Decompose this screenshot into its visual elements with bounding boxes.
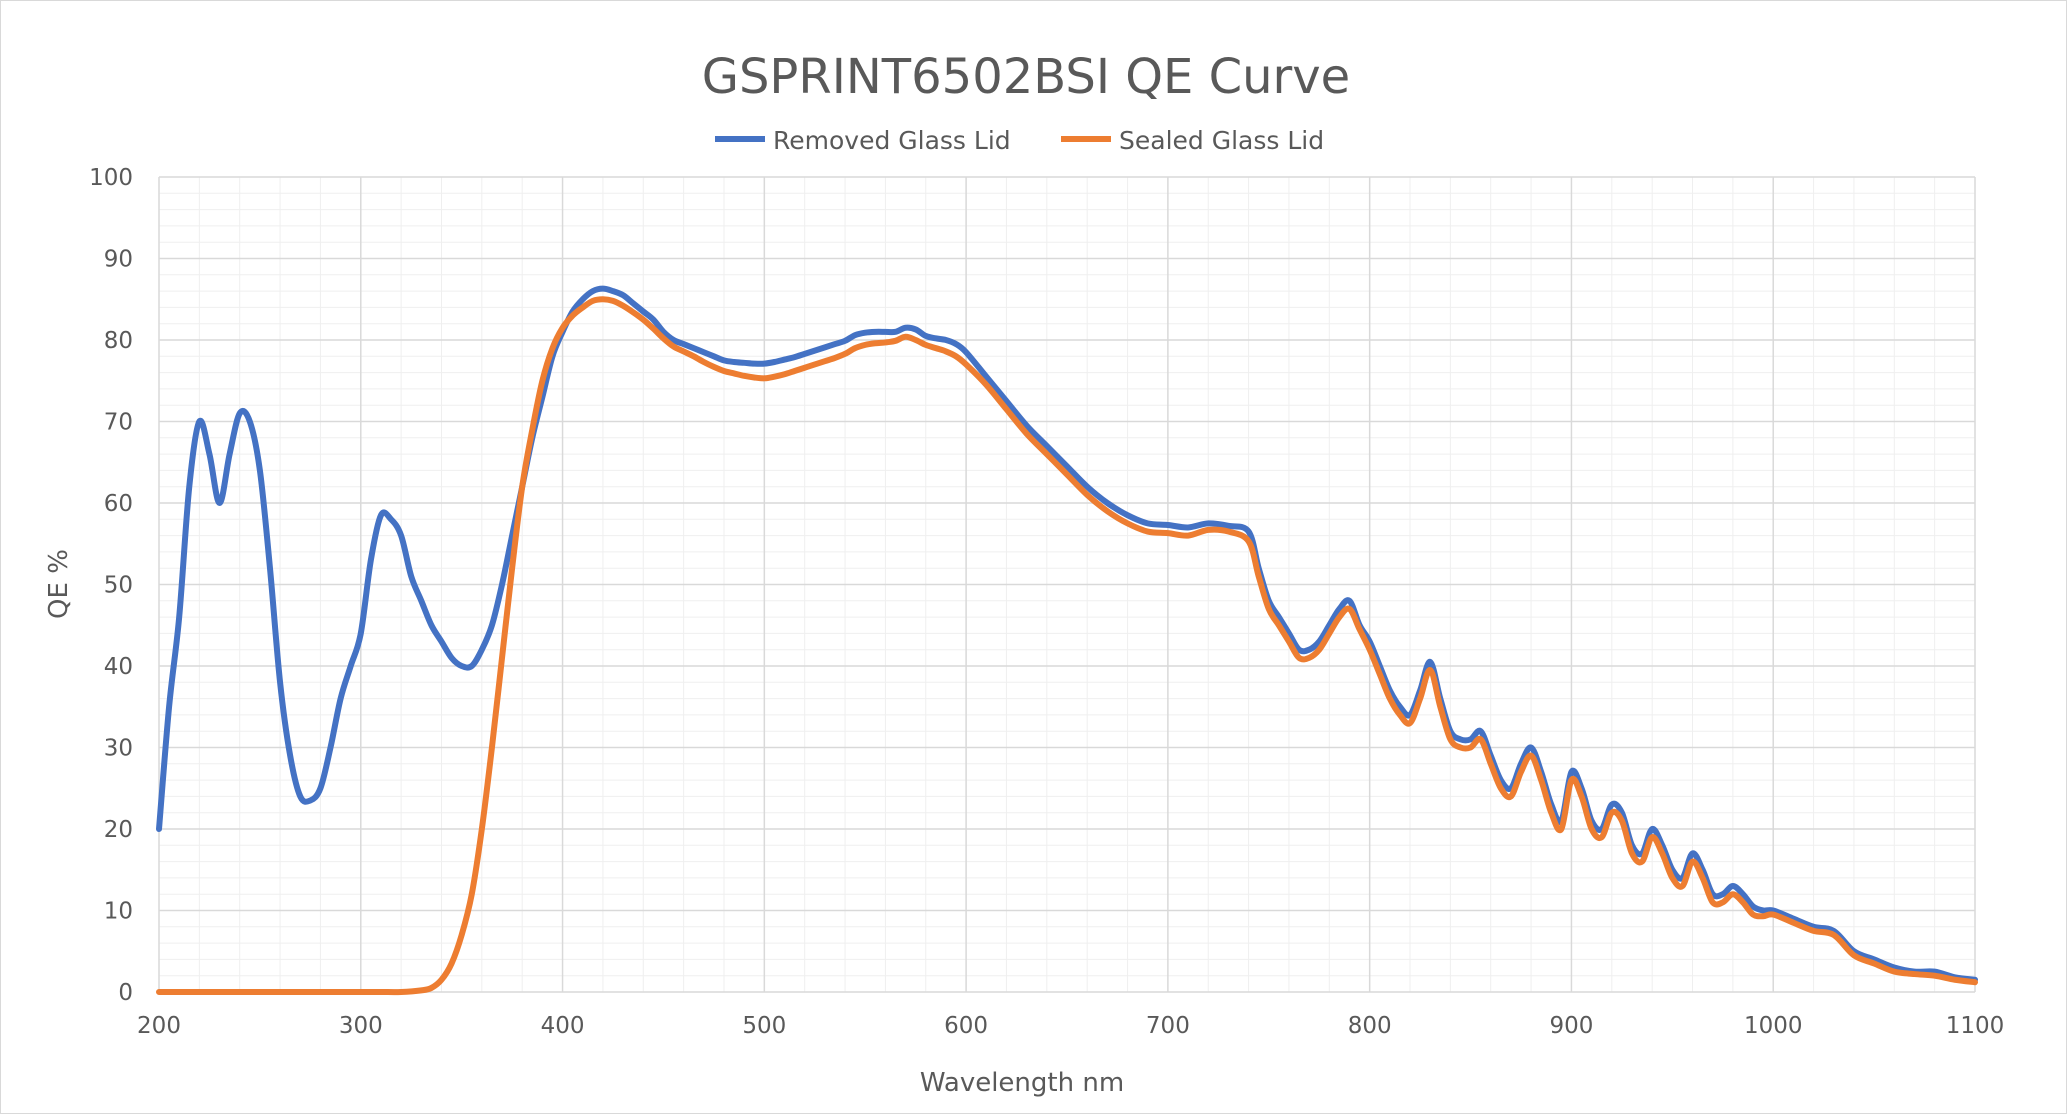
y-tick-label: 70 — [104, 410, 133, 436]
x-axis-label: Wavelength nm — [920, 1068, 1124, 1098]
series-lines — [156, 285, 1978, 996]
x-tick-label: 800 — [1348, 1013, 1392, 1039]
x-tick-label: 900 — [1549, 1013, 1593, 1039]
x-tick-label: 1100 — [1946, 1013, 2005, 1039]
y-axis-label: QE % — [44, 549, 74, 619]
y-tick-label: 60 — [104, 491, 133, 517]
y-tick-label: 20 — [104, 817, 133, 843]
chart-title: GSPRINT6502BSI QE Curve — [702, 49, 1350, 105]
y-tick-label: 90 — [104, 247, 133, 273]
x-tick-label: 300 — [339, 1013, 383, 1039]
legend-label-sealed-glass-lid: Sealed Glass Lid — [1119, 126, 1324, 155]
x-tick-label: 200 — [137, 1013, 181, 1039]
y-tick-label: 40 — [104, 654, 133, 680]
x-tick-label: 700 — [1146, 1013, 1190, 1039]
y-tick-label: 80 — [104, 328, 133, 354]
x-tick-label: 400 — [541, 1013, 585, 1039]
tick-labels: 200 300 400 500 600 700 800 900 1000 1100 0 10 20 30 4… — [89, 165, 2004, 1039]
y-tick-label: 30 — [104, 736, 133, 762]
x-tick-label: 1000 — [1744, 1013, 1803, 1039]
y-tick-label: 10 — [104, 899, 133, 925]
y-tick-label: 50 — [104, 573, 133, 599]
legend: Removed Glass Lid Sealed Glass Lid — [715, 126, 1324, 155]
x-tick-label: 500 — [742, 1013, 786, 1039]
grid — [158, 176, 1976, 993]
y-tick-label: 0 — [118, 980, 133, 1006]
series-line-removed-glass-lid — [156, 285, 1978, 983]
series-line-sealed-glass-lid — [156, 296, 1978, 996]
legend-label-removed-glass-lid: Removed Glass Lid — [773, 126, 1011, 155]
y-tick-label: 100 — [89, 165, 133, 191]
x-tick-label: 600 — [944, 1013, 988, 1039]
